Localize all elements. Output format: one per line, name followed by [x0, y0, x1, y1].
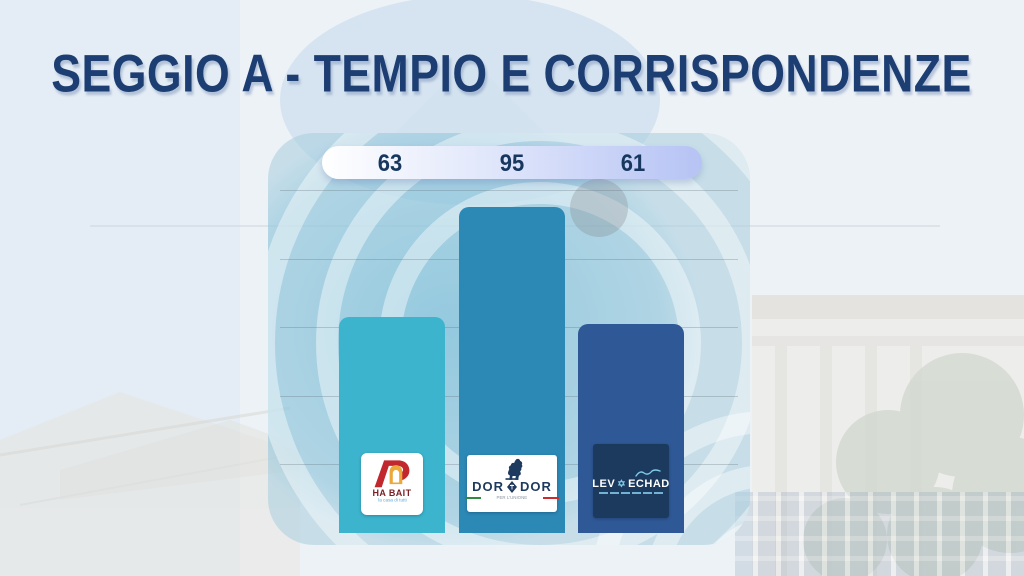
script-flourish-icon: [635, 468, 661, 477]
chart-panel: HA BAIT la casa di tutti DOR DOR: [268, 133, 750, 545]
bar-dordor: DOR DOR PER L'UNIONE: [459, 207, 565, 533]
flag-red-dash: [542, 497, 559, 499]
dordor-name-left: DOR: [472, 479, 504, 494]
star-of-david-icon: ✡: [617, 478, 627, 490]
bar-levechad: LEV ✡ ECHAD: [578, 324, 684, 533]
value-dordor: 95: [499, 148, 525, 177]
levechad-name-left: LEV: [592, 477, 616, 490]
habait-logo: HA BAIT la casa di tutti: [361, 453, 423, 515]
value-habait: 63: [377, 148, 403, 177]
trees-shape: [803, 353, 1024, 576]
dome-lantern-circle: [570, 179, 628, 237]
dordor-logo: DOR DOR PER L'UNIONE: [465, 455, 559, 512]
facade-window-grid: [735, 492, 1024, 576]
levechad-logo: LEV ✡ ECHAD: [592, 444, 670, 518]
lion-icon: [505, 458, 523, 480]
page-title: SEGGIO A - TEMPIO E CORRISPONDENZE: [0, 43, 1024, 103]
flag-green-dash: [465, 497, 482, 499]
habait-tagline: la casa di tutti: [377, 497, 407, 503]
habait-glyph-icon: [374, 460, 410, 488]
value-pill: 63 95 61: [322, 146, 702, 179]
levechad-name-right: ECHAD: [628, 477, 670, 490]
bar-habait: HA BAIT la casa di tutti: [339, 317, 445, 533]
menorah-diamond-icon: [507, 480, 517, 493]
page-title-text: SEGGIO A - TEMPIO E CORRISPONDENZE: [51, 43, 973, 103]
habait-name: HA BAIT: [372, 488, 412, 498]
levechad-subline: [599, 491, 663, 494]
dordor-tagline: PER L'UNIONE: [496, 495, 528, 501]
dordor-name-right: DOR: [520, 479, 552, 494]
left-building-shape: [0, 392, 300, 576]
value-levechad: 61: [620, 148, 646, 177]
